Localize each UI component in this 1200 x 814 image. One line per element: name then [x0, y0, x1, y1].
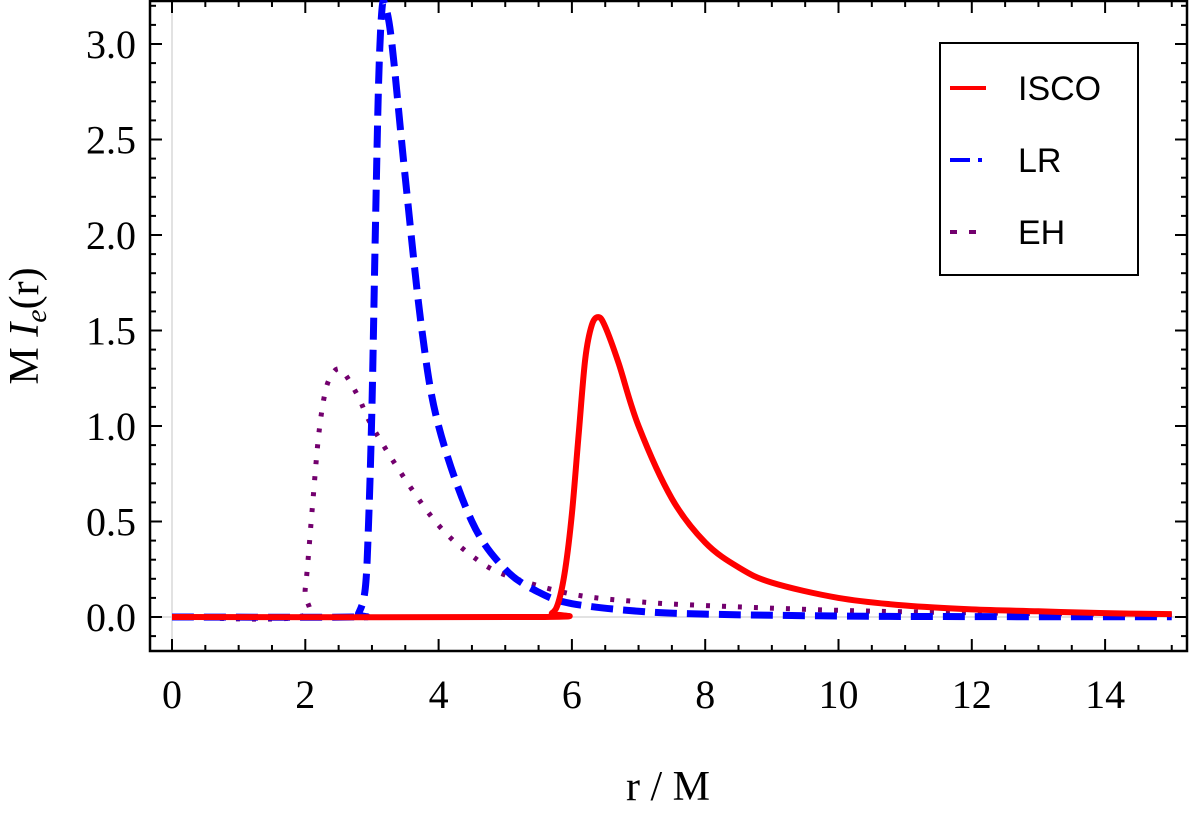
ticks: [150, 1, 1187, 651]
x-tick-label: 2: [295, 672, 315, 717]
series-isco-line: [171, 314, 1172, 621]
tick-labels: 0 2 4 6 8 10 12 14 0.0 0.5 1.0 1.5 2.0 2.5 3.0: [86, 22, 1125, 717]
plot-frame: [148, 0, 1189, 653]
x-tick-label: 10: [819, 672, 859, 717]
x-tick-label: 8: [695, 672, 715, 717]
series-lr-line: [171, 0, 1172, 621]
legend-label-isco: ISCO: [1018, 70, 1101, 108]
legend-label-lr: LR: [1018, 142, 1061, 180]
series-layer: [171, 0, 1172, 622]
x-tick-label: 12: [952, 672, 992, 717]
legend-label-eh: EH: [1018, 214, 1065, 252]
y-tick-label: 0.0: [86, 595, 136, 640]
y-axis-label: M Ie(r): [2, 267, 53, 384]
legend: ISCO LR EH: [939, 42, 1139, 276]
x-tick-label: 4: [429, 672, 449, 717]
x-tick-label: 0: [162, 672, 182, 717]
y-tick-label: 1.0: [86, 404, 136, 449]
x-tick-label: 14: [1085, 672, 1125, 717]
y-tick-label: 3.0: [86, 22, 136, 67]
y-tick-label: 2.5: [86, 118, 136, 163]
y-tick-label: 0.5: [86, 500, 136, 545]
x-tick-label: 6: [562, 672, 582, 717]
y-tick-label: 1.5: [86, 309, 136, 354]
y-tick-label: 2.0: [86, 213, 136, 258]
x-axis-label: r / M: [626, 764, 710, 810]
